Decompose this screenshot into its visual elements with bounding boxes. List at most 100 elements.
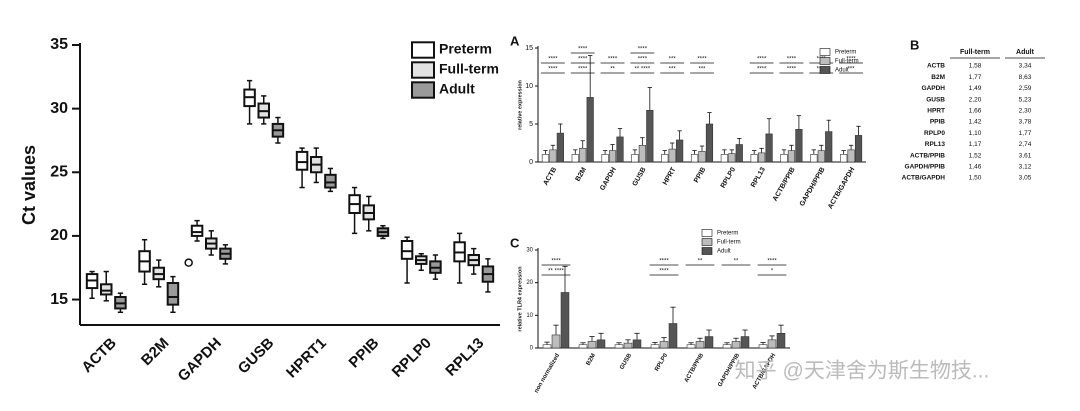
x-tick-label: non normalized	[534, 353, 562, 395]
table-cell: 1,77	[1019, 130, 1032, 137]
y-tick-label: 30	[50, 100, 68, 117]
y-tick-label: 25	[50, 163, 68, 180]
bar	[735, 144, 743, 163]
significance: ****	[787, 67, 797, 73]
significance: ****	[638, 47, 648, 53]
table-cell: 2,30	[1019, 108, 1032, 115]
bar	[556, 132, 564, 163]
bar	[650, 344, 660, 349]
significance: ***	[698, 67, 706, 73]
bar	[750, 154, 758, 163]
legend-swatch	[819, 48, 831, 56]
legend-label: Adult	[717, 249, 731, 255]
bar	[767, 339, 777, 349]
y-axis-label: relative expression	[517, 79, 523, 129]
table-cell: 1,17	[969, 141, 982, 148]
bar	[579, 148, 587, 163]
bar	[825, 131, 833, 163]
box	[295, 150, 309, 171]
row-label: GAPDH/PPIB	[905, 164, 946, 171]
significance: ****	[757, 67, 767, 73]
bar	[776, 332, 786, 349]
y-tick-label: 0	[529, 159, 533, 166]
bar	[722, 344, 732, 349]
bar	[698, 151, 706, 163]
legend-swatch	[411, 81, 435, 99]
box	[190, 224, 204, 237]
x-tick-label: RPLP0	[720, 166, 737, 189]
outlier	[184, 258, 193, 267]
x-tick-label: B2M	[575, 166, 589, 182]
significance: ****	[551, 259, 561, 265]
table-cell: 1,52	[969, 152, 982, 159]
y-tick-label: 10	[525, 83, 533, 90]
significance: ***	[848, 67, 856, 73]
y-tick-label: 10	[526, 313, 533, 319]
bar	[541, 154, 550, 163]
row-label: ACTB/GAPDH	[902, 175, 946, 182]
bar	[728, 153, 736, 163]
bar	[740, 336, 750, 349]
row-label: RPLP0	[924, 130, 945, 137]
legend-swatch	[819, 57, 831, 65]
legend-label: Preterm	[835, 50, 856, 56]
y-tick-label: 0	[530, 346, 534, 352]
y-tick-label: 30	[526, 248, 533, 254]
table-cell: 2,20	[969, 96, 982, 103]
table-cell: 2,59	[1019, 85, 1032, 92]
table-cell: 1,50	[969, 175, 982, 182]
row-label: GUSB	[926, 96, 945, 103]
bar	[614, 344, 624, 349]
table-cell: 3,34	[1019, 63, 1032, 70]
table-cell: 3,78	[1019, 119, 1032, 126]
x-tick-label: RPL13	[442, 335, 487, 380]
y-tick-label: 20	[526, 280, 533, 286]
y-tick-label: 5	[529, 121, 533, 128]
significance: ****	[846, 57, 856, 63]
table-cell: 3,05	[1019, 175, 1032, 182]
table-cell: 8,63	[1019, 74, 1032, 81]
bar	[704, 336, 714, 349]
row-label: ACTB/PPIB	[910, 152, 945, 159]
bar	[795, 129, 803, 163]
bar	[690, 154, 699, 163]
bar	[787, 150, 796, 163]
table-header: Full-term	[960, 49, 990, 56]
significance: ** ****	[548, 269, 564, 275]
x-tick-label: B2M	[586, 353, 598, 367]
table-cell: 1,58	[969, 63, 982, 70]
table-cell: 1,66	[969, 108, 982, 115]
legend-label: Preterm	[717, 231, 738, 237]
x-tick-label: ACTB	[542, 166, 558, 186]
significance: ****	[608, 57, 618, 63]
table-cell: 5,23	[1019, 96, 1032, 103]
bar	[840, 154, 848, 163]
x-tick-label: RPLP0	[389, 335, 435, 381]
significance: ****	[548, 67, 558, 73]
x-tick-label: PPIB	[346, 334, 383, 371]
significance: ****	[767, 259, 777, 265]
significance: ****	[659, 259, 669, 265]
y-axis-label: relative TLR4 expression	[517, 266, 523, 332]
significance: ** ****	[635, 67, 651, 73]
bar	[731, 341, 741, 349]
x-tick-label: GUSB	[632, 166, 648, 187]
bar	[854, 135, 863, 163]
table-cell: 1,42	[969, 119, 982, 126]
box	[400, 240, 414, 260]
bar	[720, 154, 728, 163]
legend-label: Full-term	[439, 61, 499, 77]
row-label: ACTB	[927, 63, 945, 70]
legend-swatch	[701, 247, 713, 255]
table-cell: 1,49	[969, 85, 982, 92]
bar	[632, 339, 642, 349]
x-tick-label: HPRT	[662, 166, 678, 187]
bar	[596, 339, 606, 349]
bar	[623, 342, 633, 349]
bar	[601, 154, 609, 163]
y-tick-label: 20	[50, 227, 68, 244]
bar	[549, 149, 557, 163]
table-cell: 1,46	[969, 164, 982, 171]
significance: ****	[638, 57, 648, 63]
watermark: 知乎 @天津舍为斯生物技...	[735, 360, 990, 383]
